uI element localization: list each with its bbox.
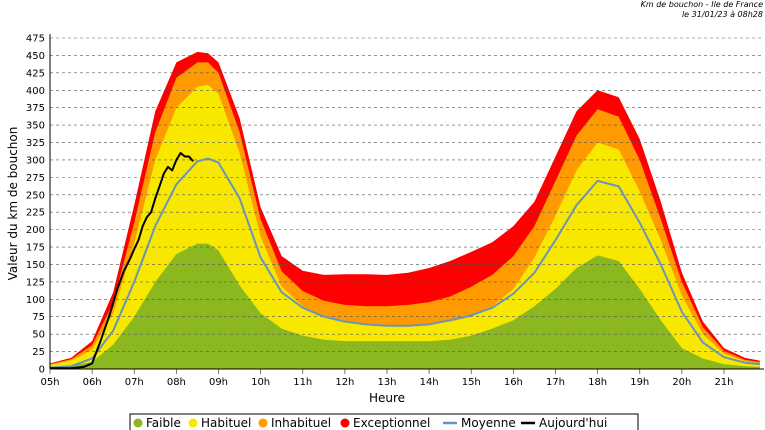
legend-label-exceptionnel: Exceptionnel bbox=[353, 416, 430, 430]
y-tick-label: 200 bbox=[26, 225, 45, 236]
y-tick-label: 425 bbox=[26, 68, 45, 79]
y-tick-label: 100 bbox=[26, 295, 45, 306]
y-tick-label: 150 bbox=[26, 260, 45, 271]
x-tick-label: 17h bbox=[546, 377, 565, 388]
x-tick-label: 20h bbox=[672, 377, 691, 388]
y-tick-label: 75 bbox=[32, 312, 45, 323]
legend-label-inhabituel: Inhabituel bbox=[271, 416, 331, 430]
legend bbox=[129, 413, 639, 430]
y-tick-label: 300 bbox=[26, 155, 45, 166]
legend-label-aujourdhui: Aujourd'hui bbox=[539, 416, 607, 430]
x-tick-label: 12h bbox=[335, 377, 354, 388]
y-tick-label: 0 bbox=[39, 365, 45, 376]
y-tick-label: 450 bbox=[26, 51, 45, 62]
x-tick-label: 16h bbox=[504, 377, 523, 388]
y-axis-label: Valeur du km de bouchon bbox=[6, 127, 20, 281]
x-tick-label: 21h bbox=[714, 377, 733, 388]
y-tick-label: 275 bbox=[26, 173, 45, 184]
x-tick-label: 11h bbox=[293, 377, 312, 388]
x-tick-label: 19h bbox=[630, 377, 649, 388]
y-tick-label: 50 bbox=[32, 330, 45, 341]
x-tick-label: 08h bbox=[167, 377, 186, 388]
x-axis-label: Heure bbox=[369, 391, 405, 405]
y-tick-label: 350 bbox=[26, 121, 45, 132]
x-tick-label: 13h bbox=[377, 377, 396, 388]
legend-swatch-exceptionnel bbox=[340, 418, 350, 428]
x-tick-label: 07h bbox=[125, 377, 144, 388]
x-tick-label: 06h bbox=[83, 377, 102, 388]
legend-swatch-inhabituel bbox=[258, 418, 268, 428]
legend-swatch-faible bbox=[133, 418, 143, 428]
series-line-moyenne bbox=[49, 157, 760, 369]
series-line-aujourdhui bbox=[50, 152, 194, 370]
x-tick-label: 14h bbox=[420, 377, 439, 388]
x-tick-label: 15h bbox=[462, 377, 481, 388]
y-tick-label: 225 bbox=[26, 208, 45, 219]
x-tick-label: 18h bbox=[588, 377, 607, 388]
y-tick-label: 175 bbox=[26, 243, 45, 254]
y-tick-label: 250 bbox=[26, 190, 45, 201]
x-tick-label: 10h bbox=[251, 377, 270, 388]
y-tick-label: 400 bbox=[26, 86, 45, 97]
legend-label-habituel: Habituel bbox=[201, 416, 251, 430]
y-tick-label: 125 bbox=[26, 277, 45, 288]
legend-label-moyenne: Moyenne bbox=[461, 416, 516, 430]
x-tick-label: 05h bbox=[40, 377, 59, 388]
area-faible bbox=[50, 243, 760, 369]
legend-swatch-habituel bbox=[188, 418, 198, 428]
y-tick-label: 325 bbox=[26, 138, 45, 149]
chart-title: Km de bouchon - Ile de France bbox=[640, 0, 763, 9]
y-tick-label: 375 bbox=[26, 103, 45, 114]
legend-label-faible: Faible bbox=[146, 416, 181, 430]
y-tick-label: 25 bbox=[32, 347, 45, 358]
chart-subtitle: le 31/01/23 à 08h28 bbox=[681, 10, 763, 19]
y-tick-label: 475 bbox=[26, 34, 45, 45]
x-tick-label: 09h bbox=[209, 377, 228, 388]
